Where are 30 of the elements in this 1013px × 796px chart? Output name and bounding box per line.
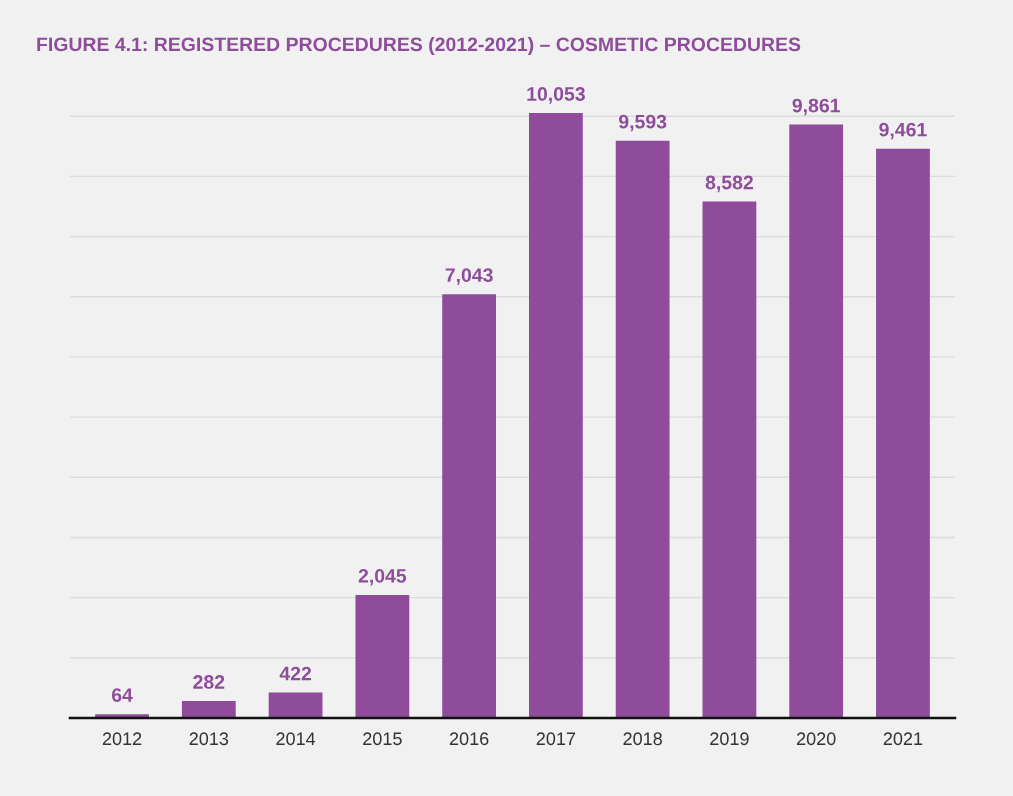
bar <box>615 140 670 718</box>
x-tick-label: 2021 <box>883 732 923 746</box>
data-label: 9,593 <box>618 114 667 132</box>
data-label: 7,043 <box>445 268 493 285</box>
data-label: 8,582 <box>705 175 753 193</box>
data-label: 282 <box>193 675 225 689</box>
bar <box>268 692 323 718</box>
data-label: 2,045 <box>358 568 407 586</box>
bar <box>702 201 757 718</box>
x-tick-label: 2018 <box>623 732 662 746</box>
bar <box>789 124 844 718</box>
bar <box>181 701 236 718</box>
x-tick-label: 2012 <box>102 732 142 746</box>
data-label: 9,861 <box>792 98 840 116</box>
bar <box>442 294 497 718</box>
x-tick-label: 2017 <box>536 732 576 746</box>
bar <box>355 594 410 718</box>
bar <box>876 148 930 718</box>
data-label: 9,461 <box>879 122 927 140</box>
data-label: 10,053 <box>527 87 585 104</box>
x-tick-label: 2016 <box>449 732 489 746</box>
x-tick-label: 2013 <box>189 732 229 746</box>
x-tick-label: 2020 <box>797 732 836 746</box>
data-label: 422 <box>279 666 312 681</box>
x-tick-label: 2019 <box>710 732 749 746</box>
x-tick-label: 2015 <box>363 732 402 746</box>
x-tick-label: 2014 <box>276 732 316 746</box>
bar <box>528 113 583 718</box>
data-label: 64 <box>111 688 133 702</box>
chart-title: FIGURE 4.1: REGISTERED PROCEDURES (2012-2021) – COSMETIC PROCEDURES <box>37 36 801 56</box>
